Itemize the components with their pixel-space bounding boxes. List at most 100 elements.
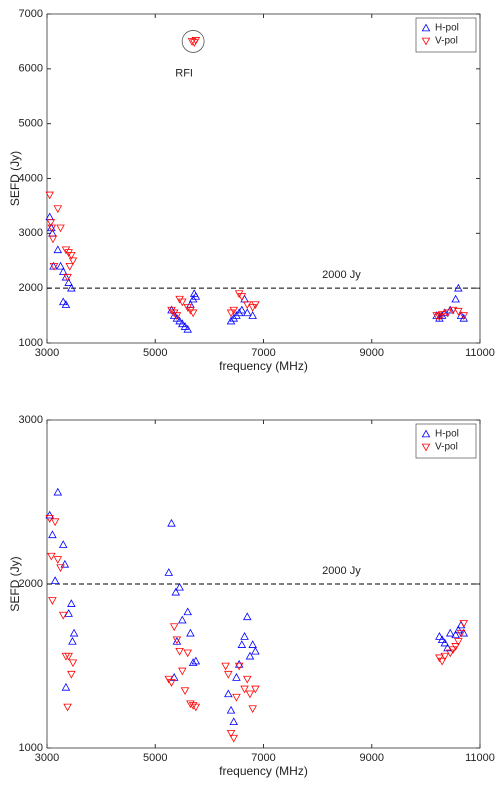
data-point	[45, 191, 54, 200]
data-point	[53, 245, 63, 254]
data-point	[456, 311, 466, 319]
data-point	[187, 38, 197, 46]
data-point	[188, 294, 198, 303]
data-point	[169, 623, 179, 632]
data-point	[58, 267, 68, 275]
data-point	[58, 540, 68, 548]
data-point	[68, 257, 78, 266]
data-point	[229, 313, 239, 322]
data-point	[437, 311, 447, 319]
data-point	[61, 682, 71, 691]
data-point	[56, 261, 65, 270]
x-tick-label: 5000	[143, 752, 167, 764]
y-tick-label: 2000	[19, 282, 43, 294]
data-point	[234, 659, 244, 668]
data-point	[224, 670, 233, 679]
data-point	[451, 630, 460, 639]
data-point	[48, 235, 58, 244]
data-point	[245, 690, 255, 699]
data-point	[64, 609, 73, 617]
data-point	[445, 628, 455, 637]
data-point	[169, 311, 179, 319]
data-point	[456, 629, 466, 638]
data-point	[67, 670, 76, 679]
data-point	[178, 319, 187, 328]
plot-area	[46, 13, 481, 344]
data-point	[459, 628, 469, 637]
data-point	[50, 576, 60, 584]
data-point	[167, 679, 176, 687]
data-point	[459, 312, 469, 321]
data-point	[167, 518, 176, 527]
data-point	[248, 304, 257, 312]
data-point	[234, 662, 244, 671]
data-point	[251, 646, 260, 655]
data-point	[175, 316, 184, 325]
x-axis-label: frequency (MHz)	[219, 764, 308, 778]
data-point	[58, 611, 68, 620]
x-tick-label: 3000	[35, 752, 59, 764]
data-point	[251, 685, 260, 694]
data-point	[242, 675, 252, 684]
data-point	[234, 290, 244, 299]
data-point	[237, 293, 247, 301]
data-point	[240, 632, 249, 640]
data-point	[172, 312, 182, 321]
x-tick-label: 3000	[35, 347, 59, 359]
data-point	[69, 628, 79, 637]
data-point	[226, 705, 236, 714]
annotation-label: RFI	[175, 67, 193, 79]
data-point	[49, 262, 59, 271]
x-tick-label: 9000	[360, 752, 384, 764]
data-point	[47, 224, 57, 233]
data-point	[61, 300, 71, 308]
data-point	[186, 628, 195, 637]
data-point	[232, 311, 241, 319]
reference-label: 2000 Jy	[322, 269, 361, 281]
data-point	[454, 307, 463, 316]
data-point	[234, 308, 244, 317]
data-point	[248, 640, 257, 648]
legend-marker	[421, 429, 431, 438]
y-axis-label: SEFD (Jy)	[8, 556, 22, 611]
data-point	[63, 703, 72, 712]
data-point	[448, 306, 458, 315]
data-point	[183, 649, 193, 658]
data-point	[242, 308, 252, 317]
data-point	[188, 658, 198, 666]
data-point	[454, 638, 463, 646]
data-point	[178, 298, 187, 307]
data-point	[443, 309, 452, 318]
y-axis-label: SEFD (Jy)	[8, 151, 22, 206]
x-tick-label: 7000	[251, 752, 275, 764]
y-tick-label: 4000	[19, 172, 43, 184]
data-point	[169, 309, 179, 318]
data-point	[61, 246, 71, 255]
data-point	[50, 518, 60, 527]
y-tick-label: 5000	[19, 118, 43, 130]
data-point	[164, 568, 174, 576]
data-point	[172, 636, 182, 645]
annotation-circle	[181, 30, 205, 53]
data-point	[245, 651, 255, 660]
data-point	[432, 312, 441, 321]
data-point	[48, 530, 57, 539]
data-point	[229, 717, 239, 726]
data-point	[175, 647, 184, 656]
x-axis-label: frequency (MHz)	[219, 359, 308, 373]
data-point	[189, 289, 199, 297]
data-point	[172, 636, 182, 645]
data-point	[237, 640, 247, 648]
data-point	[448, 646, 458, 655]
data-point	[454, 283, 463, 292]
data-point	[180, 687, 190, 696]
legend-marker	[421, 37, 431, 46]
data-point	[226, 729, 236, 738]
x-tick-label: 5000	[143, 347, 167, 359]
data-point	[183, 324, 193, 333]
x-tick-label: 9000	[360, 347, 384, 359]
data-point	[58, 297, 68, 306]
data-point	[56, 224, 65, 233]
reference-label: 2000 Jy	[322, 565, 361, 577]
